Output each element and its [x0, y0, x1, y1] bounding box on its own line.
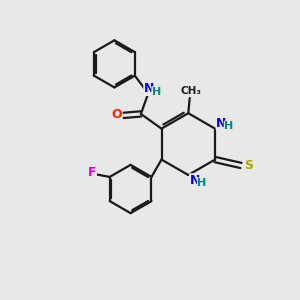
- Text: CH₃: CH₃: [181, 86, 202, 96]
- Text: S: S: [244, 159, 253, 172]
- Text: F: F: [88, 166, 96, 179]
- Text: O: O: [111, 108, 122, 121]
- Text: H: H: [224, 121, 233, 131]
- Text: N: N: [190, 174, 200, 187]
- Text: H: H: [152, 87, 161, 97]
- Text: H: H: [197, 178, 207, 188]
- Text: N: N: [144, 82, 154, 95]
- Text: N: N: [216, 117, 227, 130]
